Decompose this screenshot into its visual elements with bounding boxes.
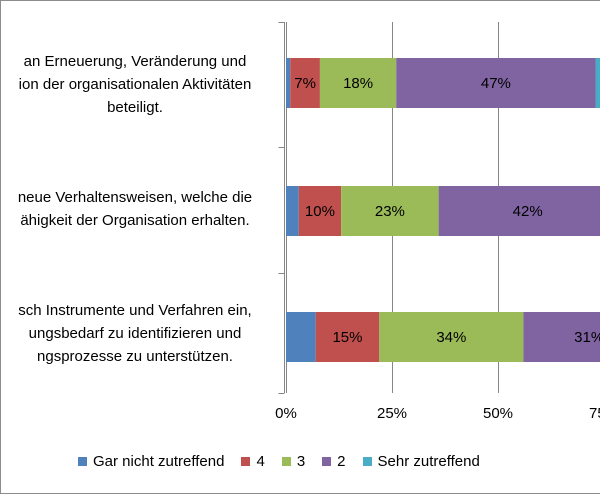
bar-2-3 (523, 312, 600, 362)
x-tick-label-3: 75% (589, 405, 600, 422)
data-label-1-3: 42% (513, 203, 543, 220)
bar-1-0 (286, 186, 299, 236)
bar-1-3 (438, 186, 600, 236)
data-label-2-2: 34% (436, 329, 466, 346)
legend-label-4: Sehr zutreffend (377, 453, 480, 470)
category-label-0-line-1: ion der organisationalen Aktivitäten (18, 76, 252, 93)
data-label-0-2: 18% (343, 75, 373, 92)
data-label-1-2: 23% (375, 203, 405, 220)
legend-label-1: 4 (256, 453, 265, 470)
data-label-0-1: 7% (294, 75, 316, 92)
legend-swatch-0 (78, 457, 87, 466)
category-label-2-line-2: ngsprozesse zu unterstützen. (37, 348, 233, 365)
legend-item-4: Sehr zutreffend (362, 453, 480, 470)
legend-swatch-4 (362, 457, 372, 466)
x-tick-label-2: 50% (483, 405, 513, 422)
x-tick-label-0: 0% (275, 405, 297, 422)
legend-item-2: 3 (281, 453, 306, 470)
data-label-1-1: 10% (305, 203, 335, 220)
category-label-1: neue Verhaltensweisen, welche die ähigkei… (0, 186, 270, 232)
legend-label-0: Gar nicht zutreffend (93, 453, 225, 470)
category-label-1-line-1: ähigkeit der Organisation erhalten. (20, 212, 250, 229)
legend-swatch-3 (322, 457, 332, 466)
data-label-2-1: 15% (332, 329, 362, 346)
category-label-1-line-0: neue Verhaltensweisen, welche die (17, 189, 253, 206)
bar-2-0 (286, 312, 316, 362)
bar-0-3 (396, 58, 596, 108)
bar-0-1 (290, 58, 320, 108)
category-label-2-line-1: ungsbedarf zu identifizieren und (28, 325, 242, 342)
category-label-0-line-2: beteiligt. (107, 99, 163, 116)
category-label-2-line-0: sch Instrumente und Verfahren ein, (18, 302, 252, 319)
legend-item-1: 4 (241, 453, 265, 470)
legend-label-3: 2 (337, 453, 346, 470)
category-label-2: sch Instrumente und Verfahren ein, ungsbe… (0, 299, 270, 368)
legend-swatch-1 (241, 457, 251, 466)
legend-item-3: 2 (322, 453, 346, 470)
bar-0-4 (595, 58, 600, 108)
legend-swatch-2 (281, 457, 291, 466)
data-label-0-3: 47% (481, 75, 511, 92)
x-tick-label-1: 25% (377, 405, 407, 422)
legend-label-2: 3 (296, 453, 306, 470)
bar-0-2 (319, 58, 397, 108)
bar-2-2 (379, 312, 524, 362)
chart-legend: Gar nicht zutreffend 4 3 2 Sehr zutreffend (78, 453, 497, 470)
category-label-0-line-0: an Erneuerung, Veränderung und (23, 53, 247, 70)
bar-0-0 (286, 58, 291, 108)
bar-2-1 (315, 312, 380, 362)
bar-1-1 (298, 186, 342, 236)
bar-1-2 (341, 186, 439, 236)
category-label-0: an Erneuerung, Veränderung und ion der or… (0, 50, 270, 119)
data-label-2-3: 31% (574, 329, 600, 346)
legend-item-0: Gar nicht zutreffend (78, 453, 224, 470)
